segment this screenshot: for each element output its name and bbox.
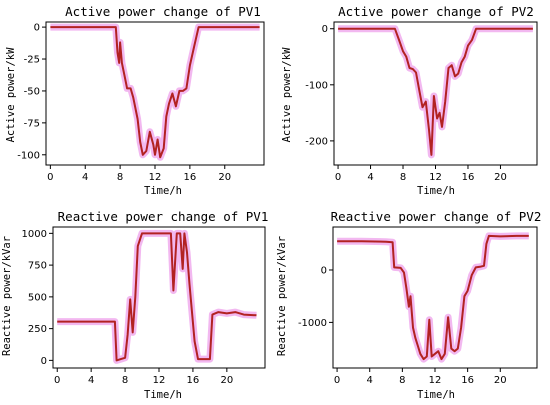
y-axis-label: Reactive power/kVar bbox=[276, 236, 288, 356]
chart-title: Reactive power change of PV2 bbox=[331, 209, 542, 224]
y-axis-label: Reactive power/kVar bbox=[1, 236, 13, 356]
y-axis-label: Active power/kW bbox=[281, 47, 293, 143]
y-tick-label: 250 bbox=[28, 324, 47, 335]
y-tick-label: 1000 bbox=[22, 229, 47, 240]
x-tick-label: 4 bbox=[88, 375, 94, 386]
panel-active-pv1: Active power change of PV1 Time/h Active… bbox=[5, 4, 265, 197]
x-tick-label: 0 bbox=[54, 375, 60, 386]
x-tick-label: 8 bbox=[400, 172, 406, 183]
x-tick-label: 12 bbox=[149, 172, 162, 183]
chart-title: Reactive power change of PV1 bbox=[58, 209, 269, 224]
series-line bbox=[57, 232, 257, 362]
x-tick-label: 0 bbox=[335, 172, 341, 183]
x-tick-label: 20 bbox=[218, 172, 231, 183]
x-tick-label: 20 bbox=[494, 375, 507, 386]
series-line bbox=[50, 26, 260, 159]
y-tick-label: 0 bbox=[34, 23, 40, 34]
y-tick-label: 750 bbox=[28, 261, 47, 272]
x-axis-label: Time/h bbox=[144, 185, 182, 197]
uncertainty-band bbox=[337, 232, 529, 363]
panel-reactive-pv1: Reactive power change of PV1 Time/h Reac… bbox=[1, 209, 268, 401]
uncertainty-band bbox=[338, 25, 533, 159]
uncertainty-band bbox=[57, 229, 257, 364]
x-axis-label: Time/h bbox=[417, 389, 455, 401]
y-tick-label: -50 bbox=[24, 86, 40, 97]
y-axis-label: Active power/kW bbox=[5, 47, 17, 143]
x-tick-label: 20 bbox=[220, 375, 233, 386]
y-tick-label: 0 bbox=[322, 24, 328, 35]
plot-frame bbox=[52, 226, 266, 369]
x-tick-label: 8 bbox=[117, 172, 123, 183]
x-axis-label: Time/h bbox=[144, 389, 182, 401]
y-tick-label: 0 bbox=[321, 265, 327, 276]
y-tick-label: 0 bbox=[41, 356, 47, 367]
x-axis-label: Time/h bbox=[417, 185, 455, 197]
y-tick-label: -75 bbox=[24, 118, 40, 129]
x-tick-label: 0 bbox=[334, 375, 340, 386]
x-tick-label: 4 bbox=[82, 172, 88, 183]
x-tick-label: 12 bbox=[429, 375, 442, 386]
y-tick-label: -100 bbox=[305, 80, 328, 91]
y-tick-label: -200 bbox=[305, 136, 328, 147]
x-tick-label: 16 bbox=[462, 172, 475, 183]
plot-frame bbox=[332, 226, 538, 369]
x-tick-label: 16 bbox=[184, 172, 197, 183]
y-tick-label: -100 bbox=[17, 150, 40, 161]
x-tick-label: 12 bbox=[153, 375, 166, 386]
series-line bbox=[338, 27, 533, 156]
y-tick-label: -1000 bbox=[298, 318, 327, 329]
x-tick-label: 8 bbox=[399, 375, 405, 386]
panel-reactive-pv2: Reactive power change of PV2 Time/h Reac… bbox=[276, 209, 541, 401]
panel-active-pv2: Active power change of PV2 Time/h Active… bbox=[281, 4, 538, 197]
x-tick-label: 12 bbox=[429, 172, 442, 183]
x-tick-label: 20 bbox=[494, 172, 507, 183]
x-tick-label: 0 bbox=[47, 172, 53, 183]
x-tick-label: 4 bbox=[367, 375, 373, 386]
x-tick-label: 8 bbox=[122, 375, 128, 386]
x-tick-label: 16 bbox=[461, 375, 474, 386]
y-tick-label: 500 bbox=[28, 292, 47, 303]
series-line bbox=[337, 234, 529, 361]
chart-title: Active power change of PV2 bbox=[338, 4, 534, 19]
x-tick-label: 4 bbox=[367, 172, 373, 183]
uncertainty-band bbox=[50, 23, 260, 161]
y-tick-label: -25 bbox=[24, 55, 40, 66]
x-tick-label: 16 bbox=[187, 375, 200, 386]
chart-title: Active power change of PV1 bbox=[65, 4, 261, 19]
